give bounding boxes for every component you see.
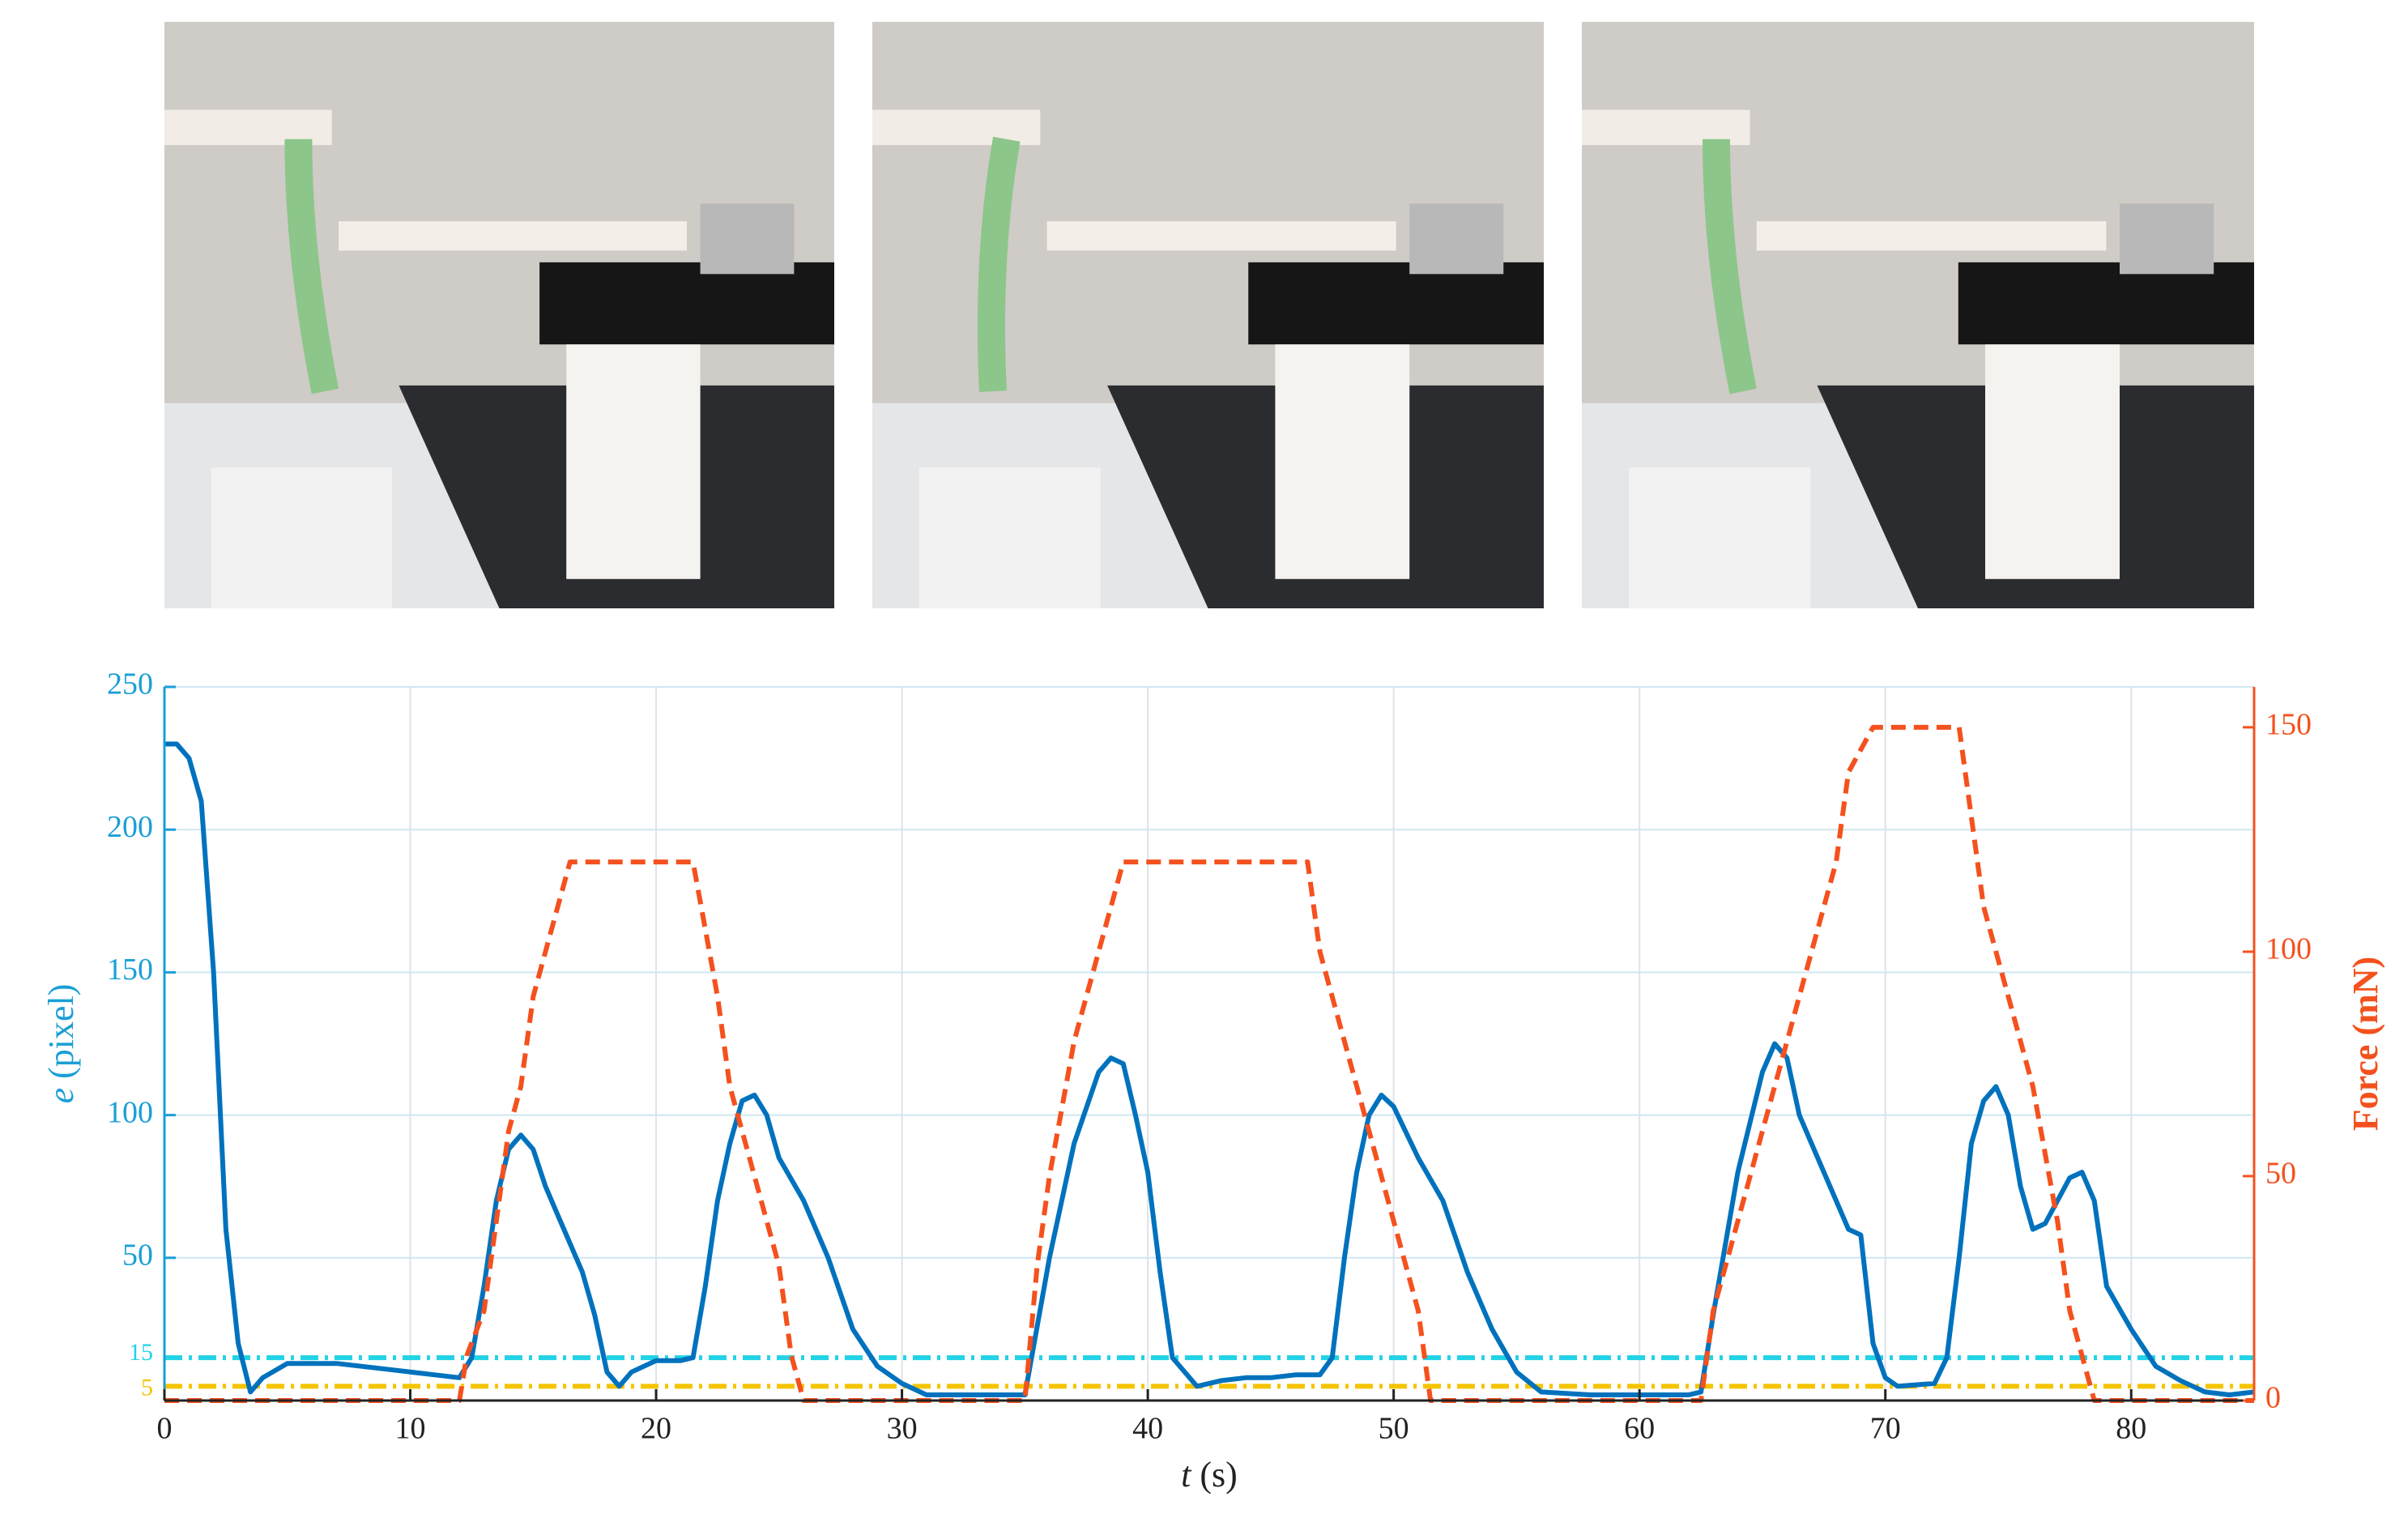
- y2-tick-label: 0: [2265, 1381, 2281, 1415]
- y2-tick-label: 100: [2265, 932, 2312, 966]
- target-block: [1629, 467, 1811, 608]
- y-tick-label: 150: [107, 953, 153, 987]
- soft-robot: [284, 139, 339, 394]
- linear-stage: [539, 262, 834, 345]
- y2-axis-label: Force (mN): [2346, 957, 2385, 1131]
- y-tick-label: 200: [107, 810, 153, 844]
- x-label-symbol: t: [1181, 1455, 1192, 1494]
- soft-robot: [1703, 139, 1757, 394]
- photo: [1582, 22, 2254, 608]
- x-tick-label: 80: [2116, 1412, 2146, 1446]
- motor: [2120, 203, 2214, 275]
- frame-arm: [872, 109, 1041, 146]
- series-line: [164, 724, 2254, 1403]
- threshold-label: 5: [141, 1374, 153, 1401]
- y-tick-label: 50: [122, 1239, 153, 1273]
- push-rod: [339, 221, 688, 251]
- photo: [872, 22, 1544, 608]
- y-label-symbol: e: [41, 1088, 81, 1104]
- x-tick-label: 40: [1132, 1412, 1163, 1446]
- x-label-unit: (s): [1200, 1455, 1237, 1494]
- motor: [1409, 203, 1504, 275]
- linear-stage: [1248, 262, 1544, 345]
- x-tick-label: 20: [641, 1412, 671, 1446]
- stand: [1275, 344, 1410, 579]
- stand: [566, 344, 701, 579]
- series-line: [164, 741, 2255, 1397]
- threshold-label: 15: [129, 1339, 153, 1366]
- push-rod: [1046, 221, 1396, 251]
- target-block: [211, 467, 393, 608]
- photo: [164, 22, 834, 608]
- y-label-unit: (pixel): [41, 984, 81, 1079]
- y2-tick-label: 150: [2265, 708, 2312, 742]
- target-block: [919, 467, 1101, 608]
- push-rod: [1756, 221, 2107, 251]
- y-tick-label: 250: [107, 667, 153, 701]
- x-tick-label: 10: [395, 1412, 426, 1446]
- x-tick-label: 50: [1379, 1412, 1409, 1446]
- photo-row: [164, 22, 2254, 608]
- x-axis-label: t (s): [1181, 1455, 1238, 1494]
- x-tick-label: 0: [157, 1412, 173, 1446]
- x-tick-label: 60: [1624, 1412, 1655, 1446]
- soft-robot: [977, 136, 1021, 392]
- motor: [700, 203, 795, 275]
- y-axis-label: e (pixel): [41, 984, 81, 1104]
- x-tick-label: 70: [1870, 1412, 1901, 1446]
- x-tick-label: 30: [887, 1412, 918, 1446]
- linear-stage: [1958, 262, 2254, 345]
- y2-tick-label: 50: [2265, 1157, 2296, 1191]
- y-tick-label: 100: [107, 1095, 153, 1129]
- stand: [1985, 344, 2120, 579]
